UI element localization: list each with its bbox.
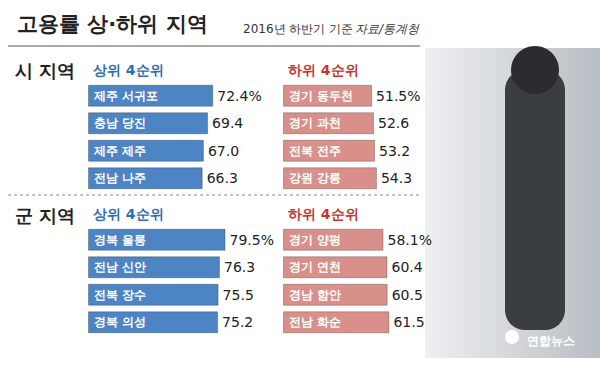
svg-text:79.5%: 79.5%: [230, 232, 274, 248]
svg-text:69.4: 69.4: [212, 115, 243, 131]
svg-text:상위 4순위: 상위 4순위: [93, 206, 164, 222]
svg-text:군 지역: 군 지역: [15, 205, 75, 226]
svg-text:경남 함안: 경남 함안: [289, 288, 341, 302]
svg-text:53.2: 53.2: [379, 143, 410, 159]
svg-text:제주 서귀포: 제주 서귀포: [93, 89, 158, 103]
svg-text:경기 양평: 경기 양평: [289, 233, 341, 247]
svg-text:51.5%: 51.5%: [376, 88, 420, 104]
svg-text:상위 4순위: 상위 4순위: [93, 62, 164, 78]
svg-text:경북 울릉: 경북 울릉: [94, 233, 146, 247]
svg-text:전남 신안: 전남 신안: [94, 260, 146, 274]
svg-text:하위 4순위: 하위 4순위: [288, 62, 359, 78]
svg-text:60.5: 60.5: [392, 287, 423, 303]
svg-text:경기 동두천: 경기 동두천: [289, 89, 353, 103]
svg-text:고용률 상·하위 지역: 고용률 상·하위 지역: [17, 12, 208, 36]
svg-text:76.3: 76.3: [224, 259, 255, 275]
svg-text:66.3: 66.3: [207, 170, 238, 186]
svg-text:시 지역: 시 지역: [15, 60, 75, 81]
svg-text:연합뉴스: 연합뉴스: [527, 334, 575, 348]
svg-text:자료/통계청: 자료/통계청: [355, 22, 420, 36]
svg-text:제주 제주: 제주 제주: [93, 144, 146, 158]
svg-text:하위 4순위: 하위 4순위: [288, 206, 359, 222]
svg-text:전북 전주: 전북 전주: [289, 144, 341, 158]
svg-text:75.5: 75.5: [223, 287, 254, 303]
svg-text:전북 장수: 전북 장수: [94, 288, 146, 302]
svg-text:60.4: 60.4: [391, 259, 422, 275]
svg-text:2016년 하반기 기준: 2016년 하반기 기준: [243, 22, 353, 36]
svg-text:67.0: 67.0: [208, 143, 239, 159]
svg-text:54.3: 54.3: [381, 170, 412, 186]
svg-text:72.4%: 72.4%: [217, 88, 261, 104]
svg-text:58.1%: 58.1%: [388, 232, 432, 248]
svg-text:전남 화순: 전남 화순: [289, 315, 341, 329]
svg-text:경북 의성: 경북 의성: [94, 315, 146, 329]
svg-text:충남 당진: 충남 당진: [94, 116, 146, 130]
svg-text:전남 나주: 전남 나주: [94, 171, 146, 185]
svg-text:61.5: 61.5: [393, 314, 424, 330]
svg-text:75.2: 75.2: [222, 314, 253, 330]
svg-text:강원 강릉: 강원 강릉: [289, 171, 341, 185]
svg-text:경기 연천: 경기 연천: [289, 260, 341, 274]
svg-text:경기 과천: 경기 과천: [289, 116, 341, 130]
svg-text:52.6: 52.6: [378, 115, 409, 131]
